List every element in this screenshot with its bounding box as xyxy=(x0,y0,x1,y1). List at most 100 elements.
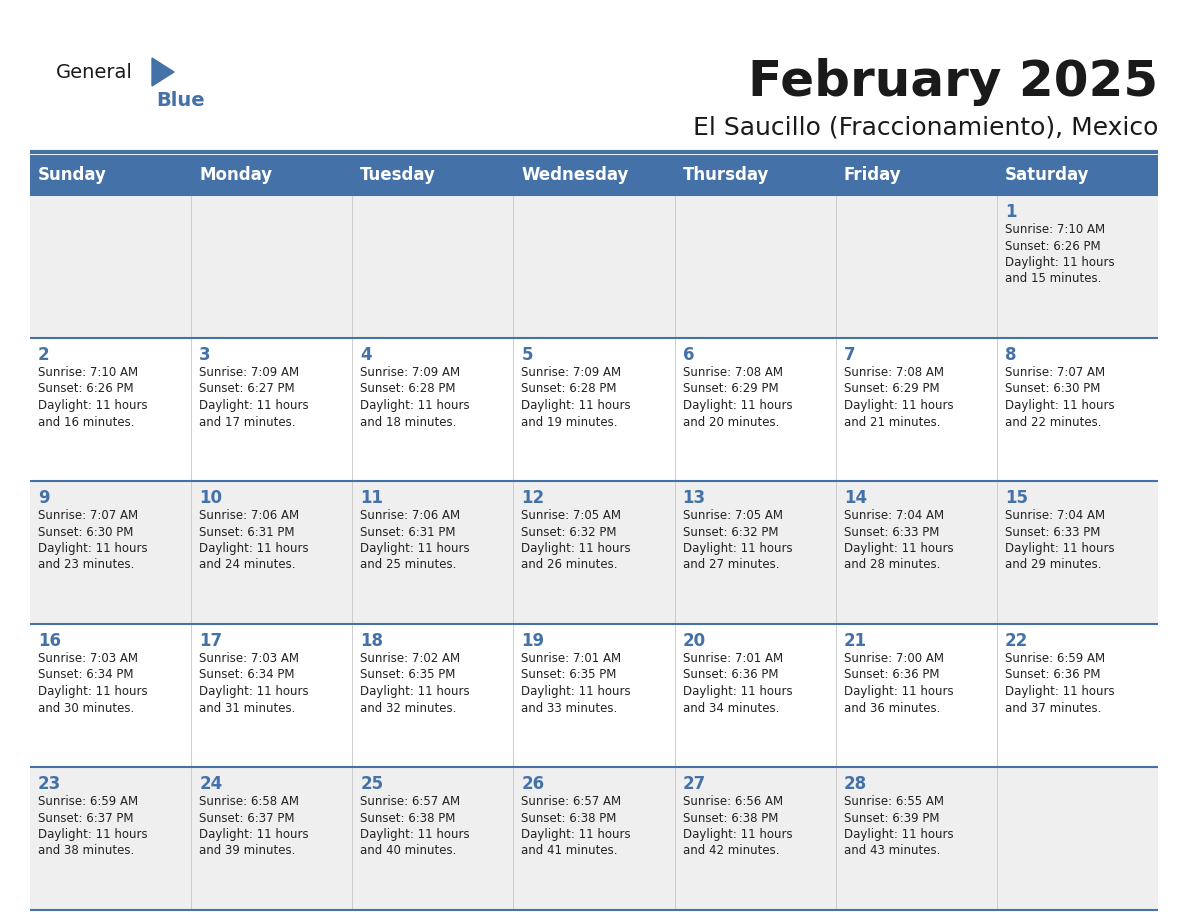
Text: Sunset: 6:36 PM: Sunset: 6:36 PM xyxy=(843,668,940,681)
Text: Sunrise: 7:05 AM: Sunrise: 7:05 AM xyxy=(683,509,783,522)
Text: Sunset: 6:38 PM: Sunset: 6:38 PM xyxy=(360,812,456,824)
Text: Monday: Monday xyxy=(200,166,272,184)
Text: Sunset: 6:36 PM: Sunset: 6:36 PM xyxy=(683,668,778,681)
Text: and 30 minutes.: and 30 minutes. xyxy=(38,701,134,714)
Text: Sunset: 6:34 PM: Sunset: 6:34 PM xyxy=(200,668,295,681)
Text: and 39 minutes.: and 39 minutes. xyxy=(200,845,296,857)
Text: Sunset: 6:29 PM: Sunset: 6:29 PM xyxy=(843,383,940,396)
Text: Sunrise: 6:55 AM: Sunrise: 6:55 AM xyxy=(843,795,943,808)
Text: Sunset: 6:28 PM: Sunset: 6:28 PM xyxy=(522,383,617,396)
Text: 4: 4 xyxy=(360,346,372,364)
Text: 1: 1 xyxy=(1005,203,1017,221)
Text: Sunrise: 7:08 AM: Sunrise: 7:08 AM xyxy=(683,366,783,379)
Text: Sunset: 6:37 PM: Sunset: 6:37 PM xyxy=(38,812,133,824)
Text: 13: 13 xyxy=(683,489,706,507)
Text: Sunrise: 6:57 AM: Sunrise: 6:57 AM xyxy=(360,795,461,808)
Text: 26: 26 xyxy=(522,775,544,793)
Bar xyxy=(30,624,1158,767)
Text: and 36 minutes.: and 36 minutes. xyxy=(843,701,940,714)
Text: Daylight: 11 hours: Daylight: 11 hours xyxy=(683,542,792,555)
Text: Wednesday: Wednesday xyxy=(522,166,628,184)
Bar xyxy=(30,155,1158,195)
Text: Blue: Blue xyxy=(156,91,204,109)
Text: Sunrise: 7:09 AM: Sunrise: 7:09 AM xyxy=(360,366,461,379)
Text: Daylight: 11 hours: Daylight: 11 hours xyxy=(1005,685,1114,698)
Text: Sunday: Sunday xyxy=(38,166,107,184)
Text: Sunrise: 7:05 AM: Sunrise: 7:05 AM xyxy=(522,509,621,522)
Text: Saturday: Saturday xyxy=(1005,166,1089,184)
Text: and 20 minutes.: and 20 minutes. xyxy=(683,416,779,429)
Text: and 18 minutes.: and 18 minutes. xyxy=(360,416,456,429)
Text: and 34 minutes.: and 34 minutes. xyxy=(683,701,779,714)
Text: Daylight: 11 hours: Daylight: 11 hours xyxy=(38,542,147,555)
Text: and 27 minutes.: and 27 minutes. xyxy=(683,558,779,572)
Text: Tuesday: Tuesday xyxy=(360,166,436,184)
Text: Daylight: 11 hours: Daylight: 11 hours xyxy=(683,685,792,698)
Text: 22: 22 xyxy=(1005,632,1028,650)
Text: Sunset: 6:30 PM: Sunset: 6:30 PM xyxy=(38,525,133,539)
Text: and 41 minutes.: and 41 minutes. xyxy=(522,845,618,857)
Bar xyxy=(30,195,1158,338)
Text: General: General xyxy=(56,62,133,82)
Text: Sunrise: 7:02 AM: Sunrise: 7:02 AM xyxy=(360,652,461,665)
Text: 18: 18 xyxy=(360,632,384,650)
Text: Sunrise: 7:01 AM: Sunrise: 7:01 AM xyxy=(683,652,783,665)
Text: Daylight: 11 hours: Daylight: 11 hours xyxy=(360,828,470,841)
Text: Daylight: 11 hours: Daylight: 11 hours xyxy=(683,828,792,841)
Text: and 17 minutes.: and 17 minutes. xyxy=(200,416,296,429)
Text: 6: 6 xyxy=(683,346,694,364)
Text: and 37 minutes.: and 37 minutes. xyxy=(1005,701,1101,714)
Text: Daylight: 11 hours: Daylight: 11 hours xyxy=(360,399,470,412)
Text: Sunrise: 7:04 AM: Sunrise: 7:04 AM xyxy=(1005,509,1105,522)
Text: Sunset: 6:34 PM: Sunset: 6:34 PM xyxy=(38,668,133,681)
Text: and 29 minutes.: and 29 minutes. xyxy=(1005,558,1101,572)
Bar xyxy=(30,481,1158,624)
Text: Sunrise: 7:01 AM: Sunrise: 7:01 AM xyxy=(522,652,621,665)
Text: Sunset: 6:39 PM: Sunset: 6:39 PM xyxy=(843,812,940,824)
Text: 23: 23 xyxy=(38,775,62,793)
Text: 24: 24 xyxy=(200,775,222,793)
Text: and 28 minutes.: and 28 minutes. xyxy=(843,558,940,572)
Text: 9: 9 xyxy=(38,489,50,507)
Text: and 38 minutes.: and 38 minutes. xyxy=(38,845,134,857)
Text: Daylight: 11 hours: Daylight: 11 hours xyxy=(522,828,631,841)
Text: 3: 3 xyxy=(200,346,210,364)
Text: Daylight: 11 hours: Daylight: 11 hours xyxy=(200,828,309,841)
Text: 20: 20 xyxy=(683,632,706,650)
Text: Sunrise: 7:09 AM: Sunrise: 7:09 AM xyxy=(522,366,621,379)
Text: Sunset: 6:31 PM: Sunset: 6:31 PM xyxy=(360,525,456,539)
Text: 21: 21 xyxy=(843,632,867,650)
Text: and 26 minutes.: and 26 minutes. xyxy=(522,558,618,572)
Text: 2: 2 xyxy=(38,346,50,364)
Text: Sunrise: 7:06 AM: Sunrise: 7:06 AM xyxy=(360,509,461,522)
Text: and 42 minutes.: and 42 minutes. xyxy=(683,845,779,857)
Text: Sunrise: 6:59 AM: Sunrise: 6:59 AM xyxy=(38,795,138,808)
Text: and 23 minutes.: and 23 minutes. xyxy=(38,558,134,572)
Text: Sunrise: 7:10 AM: Sunrise: 7:10 AM xyxy=(38,366,138,379)
Text: Daylight: 11 hours: Daylight: 11 hours xyxy=(1005,256,1114,269)
Text: Daylight: 11 hours: Daylight: 11 hours xyxy=(200,685,309,698)
Text: El Saucillo (Fraccionamiento), Mexico: El Saucillo (Fraccionamiento), Mexico xyxy=(693,116,1158,140)
Text: Daylight: 11 hours: Daylight: 11 hours xyxy=(522,399,631,412)
Text: Daylight: 11 hours: Daylight: 11 hours xyxy=(1005,399,1114,412)
Text: Sunset: 6:31 PM: Sunset: 6:31 PM xyxy=(200,525,295,539)
Text: and 24 minutes.: and 24 minutes. xyxy=(200,558,296,572)
Text: Sunrise: 6:56 AM: Sunrise: 6:56 AM xyxy=(683,795,783,808)
Text: Sunrise: 6:58 AM: Sunrise: 6:58 AM xyxy=(200,795,299,808)
Text: and 16 minutes.: and 16 minutes. xyxy=(38,416,134,429)
Bar xyxy=(30,767,1158,910)
Text: 15: 15 xyxy=(1005,489,1028,507)
Text: Daylight: 11 hours: Daylight: 11 hours xyxy=(683,399,792,412)
Text: Sunset: 6:27 PM: Sunset: 6:27 PM xyxy=(200,383,295,396)
Text: 11: 11 xyxy=(360,489,384,507)
Text: Sunrise: 7:03 AM: Sunrise: 7:03 AM xyxy=(200,652,299,665)
Text: Sunrise: 7:09 AM: Sunrise: 7:09 AM xyxy=(200,366,299,379)
Text: Sunrise: 7:10 AM: Sunrise: 7:10 AM xyxy=(1005,223,1105,236)
Text: Daylight: 11 hours: Daylight: 11 hours xyxy=(200,399,309,412)
Text: Sunset: 6:36 PM: Sunset: 6:36 PM xyxy=(1005,668,1100,681)
Bar xyxy=(30,338,1158,481)
Text: Daylight: 11 hours: Daylight: 11 hours xyxy=(360,542,470,555)
Text: Sunrise: 7:04 AM: Sunrise: 7:04 AM xyxy=(843,509,943,522)
Text: Daylight: 11 hours: Daylight: 11 hours xyxy=(522,542,631,555)
Text: Sunset: 6:26 PM: Sunset: 6:26 PM xyxy=(1005,240,1100,252)
